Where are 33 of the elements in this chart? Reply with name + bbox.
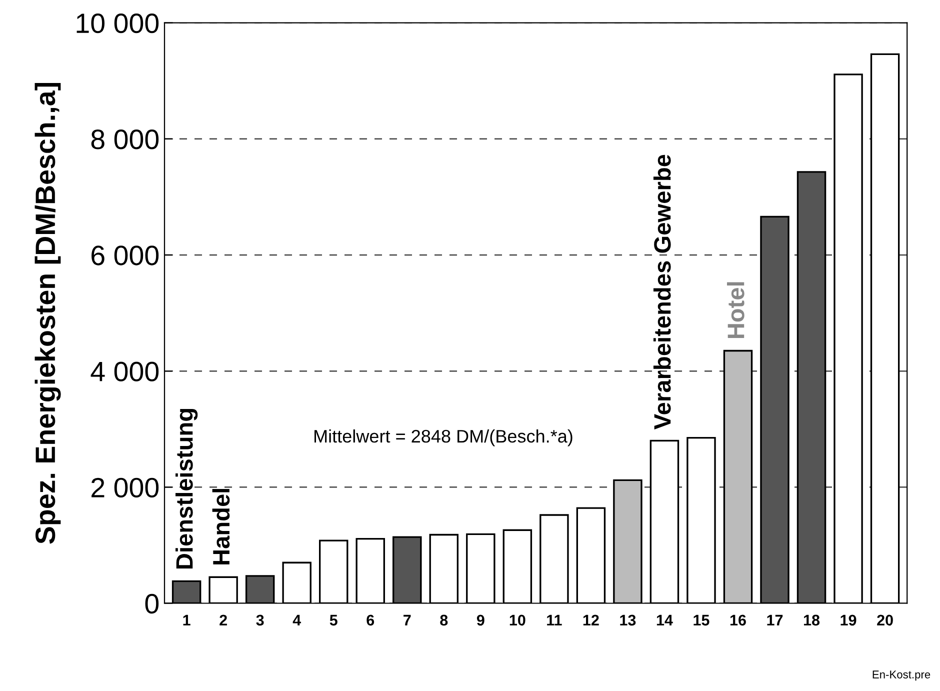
annotation: Verarbeitendes Gewerbe (653, 154, 671, 430)
x-tick-label: 9 (476, 614, 484, 626)
x-tick-label: 7 (404, 614, 411, 626)
x-tick-label: 4 (292, 614, 302, 626)
x-tick-label: 19 (840, 614, 856, 626)
y-tick-label: 8 000 (91, 130, 159, 150)
x-tick-label: 6 (366, 614, 374, 626)
y-axis-title: Spez. Energiekosten [DM/Besch.,a] (34, 83, 61, 544)
y-tick-label: 6 000 (92, 246, 159, 266)
y-tick-label: 10 000 (76, 13, 159, 34)
annotation: Dienstleistung (176, 408, 198, 568)
x-tick-label: 18 (804, 614, 820, 626)
y-tick-label: 4 000 (90, 362, 159, 382)
x-tick-label: 1 (183, 614, 190, 626)
x-tick-label: 17 (767, 614, 783, 626)
x-tick-label: 14 (656, 614, 673, 626)
x-tick-label: 2 (220, 614, 227, 626)
annotation: Hotel (726, 282, 744, 338)
y-tick-label: 2 000 (92, 478, 159, 498)
x-tick-label: 5 (330, 614, 338, 626)
x-tick-label: 12 (583, 614, 599, 626)
x-tick-label: 16 (730, 614, 746, 626)
annotation: Mittelwert = 2848 DM/(Besch.*a) (314, 429, 572, 446)
y-tick-label: 0 (145, 594, 159, 614)
x-tick-label: 13 (620, 614, 636, 626)
x-tick-label: 11 (547, 614, 562, 626)
x-tick-label: 20 (877, 614, 893, 626)
x-tick-label: 3 (256, 614, 264, 626)
x-tick-label: 10 (510, 614, 526, 626)
annotation: Handel (212, 488, 230, 564)
x-tick-label: 8 (440, 614, 448, 626)
text: En-Kost.pre (872, 670, 930, 681)
x-tick-label: 15 (694, 614, 710, 626)
